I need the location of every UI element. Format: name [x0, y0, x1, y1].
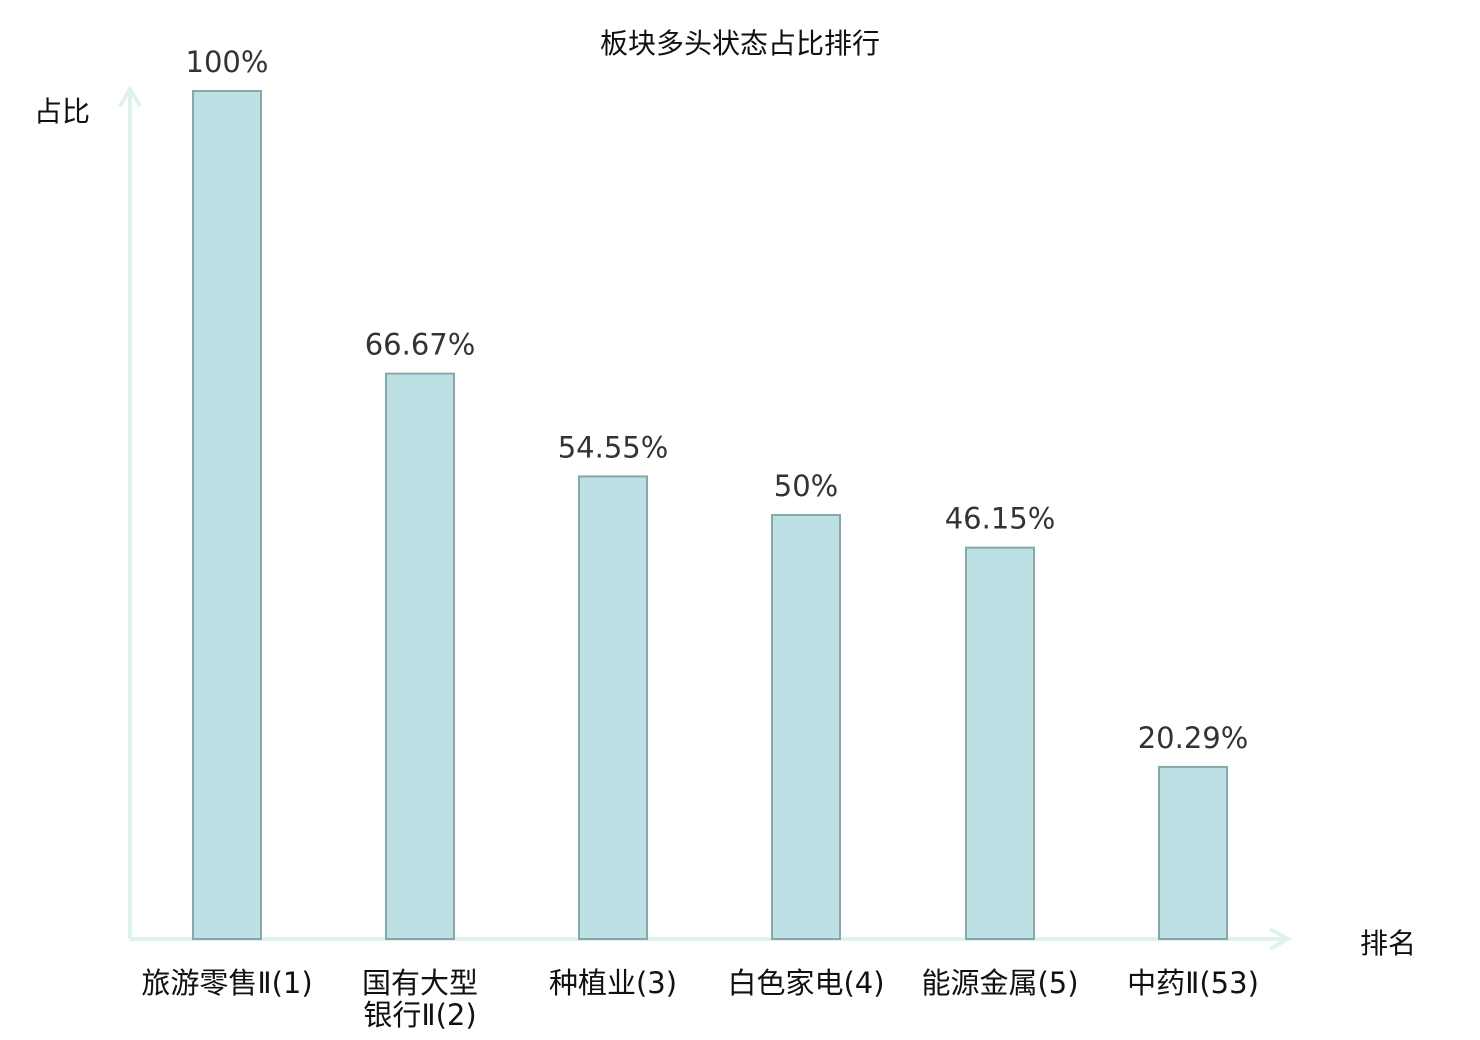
x-tick-label-line: 中药Ⅱ(53) [1127, 966, 1259, 1000]
data-label: 54.55% [558, 430, 669, 464]
x-tick-label: 国有大型银行Ⅱ(2) [362, 966, 478, 1032]
x-tick-label: 能源金属(5) [921, 966, 1078, 1000]
data-label: 50% [774, 469, 838, 503]
data-label: 46.15% [945, 502, 1056, 536]
bars: 100% 旅游零售Ⅱ(1) 66.67% 国有大型银行Ⅱ(2) 54.55% 种植业(3)… [141, 45, 1259, 1032]
bar [965, 546, 1035, 940]
data-label: 66.67% [365, 328, 476, 362]
y-axis-arrow-icon [118, 85, 142, 108]
x-tick-label-line: 种植业(3) [549, 966, 677, 1000]
bar [385, 372, 455, 940]
x-axis-label: 排名 [1360, 927, 1416, 960]
chart-title: 板块多头状态占比排行 [600, 27, 880, 60]
x-tick-label: 白色家电(4) [727, 966, 884, 1000]
bar [771, 514, 841, 940]
data-label: 20.29% [1138, 721, 1249, 755]
data-label: 100% [186, 45, 269, 79]
x-tick-label-line: 银行Ⅱ(2) [363, 998, 476, 1032]
bar [192, 90, 262, 940]
bar [1158, 765, 1228, 940]
bar [578, 475, 648, 940]
x-tick-label-line: 国有大型 [362, 966, 478, 1000]
axes [118, 85, 1293, 951]
x-tick-label-line: 能源金属(5) [921, 966, 1078, 1000]
x-axis-arrow-icon [1269, 927, 1293, 951]
x-tick-label: 中药Ⅱ(53) [1127, 966, 1259, 1000]
x-tick-label-line: 白色家电(4) [727, 966, 884, 1000]
y-axis-label: 占比 [34, 95, 90, 128]
x-tick-label: 旅游零售Ⅱ(1) [141, 966, 312, 1000]
x-tick-label: 种植业(3) [549, 966, 677, 1000]
x-tick-label-line: 旅游零售Ⅱ(1) [141, 966, 312, 1000]
